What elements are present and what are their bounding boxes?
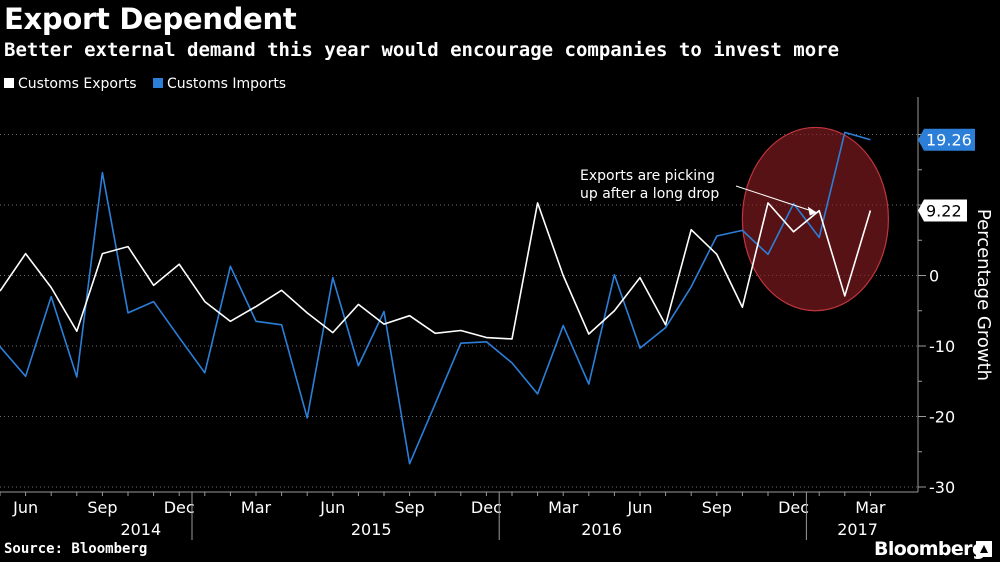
legend-swatch-exports xyxy=(4,78,14,88)
y-tick-label: 0 xyxy=(929,267,939,286)
annotation-arrow xyxy=(735,185,817,214)
x-tick-label: Jun xyxy=(12,498,38,517)
x-year-label: 2014 xyxy=(120,520,161,539)
x-tick-label: Mar xyxy=(548,498,579,517)
source-note: Source: Bloomberg xyxy=(4,541,148,557)
x-tick-label: Dec xyxy=(471,498,502,517)
x-tick-label: Sep xyxy=(395,498,425,517)
legend-item-exports: Customs Exports xyxy=(4,76,137,92)
x-tick-label: Sep xyxy=(702,498,732,517)
x-year-label: 2016 xyxy=(581,520,622,539)
exports-line xyxy=(0,202,872,340)
annotation-line1: Exports are picking xyxy=(580,168,715,184)
exports-end-label-box xyxy=(918,199,967,222)
bloomberg-wordmark: Bloomberg xyxy=(874,538,986,560)
legend-swatch-imports xyxy=(152,78,163,88)
legend-label-exports: Customs Exports xyxy=(18,76,137,92)
imports-line xyxy=(0,131,871,465)
chart-title: Export Dependent xyxy=(4,2,297,36)
x-tick-label: Jun xyxy=(319,498,345,517)
imports-end-label-box xyxy=(918,128,975,151)
exports-end-label: 9.22 xyxy=(926,201,962,220)
x-tick-label: Dec xyxy=(778,498,809,517)
y-tick-label: -20 xyxy=(929,408,955,427)
y-axis-title: Percentage Growth xyxy=(973,209,994,381)
chart-subtitle: Better external demand this year would e… xyxy=(4,39,840,61)
legend-label-imports: Customs Imports xyxy=(166,76,287,92)
legend: Customs Exports Customs Imports xyxy=(4,76,298,92)
x-year-label: 2017 xyxy=(837,520,878,539)
imports-end-label: 19.26 xyxy=(926,131,972,150)
x-tick-label: Mar xyxy=(241,498,272,517)
highlight-circle xyxy=(741,126,890,312)
y-tick-label: -30 xyxy=(929,478,955,497)
y-tick-label: -10 xyxy=(929,337,955,356)
x-tick-label: Dec xyxy=(164,498,195,517)
x-tick-label: Mar xyxy=(855,498,886,517)
x-tick-label: Sep xyxy=(87,498,117,517)
legend-item-imports: Customs Imports xyxy=(152,76,287,92)
x-tick-label: Jun xyxy=(627,498,653,517)
x-year-label: 2015 xyxy=(351,520,392,539)
bloomberg-logo-icon xyxy=(976,541,992,557)
annotation-line2: up after a long drop xyxy=(580,186,719,202)
annotation-arrowhead xyxy=(807,206,817,216)
